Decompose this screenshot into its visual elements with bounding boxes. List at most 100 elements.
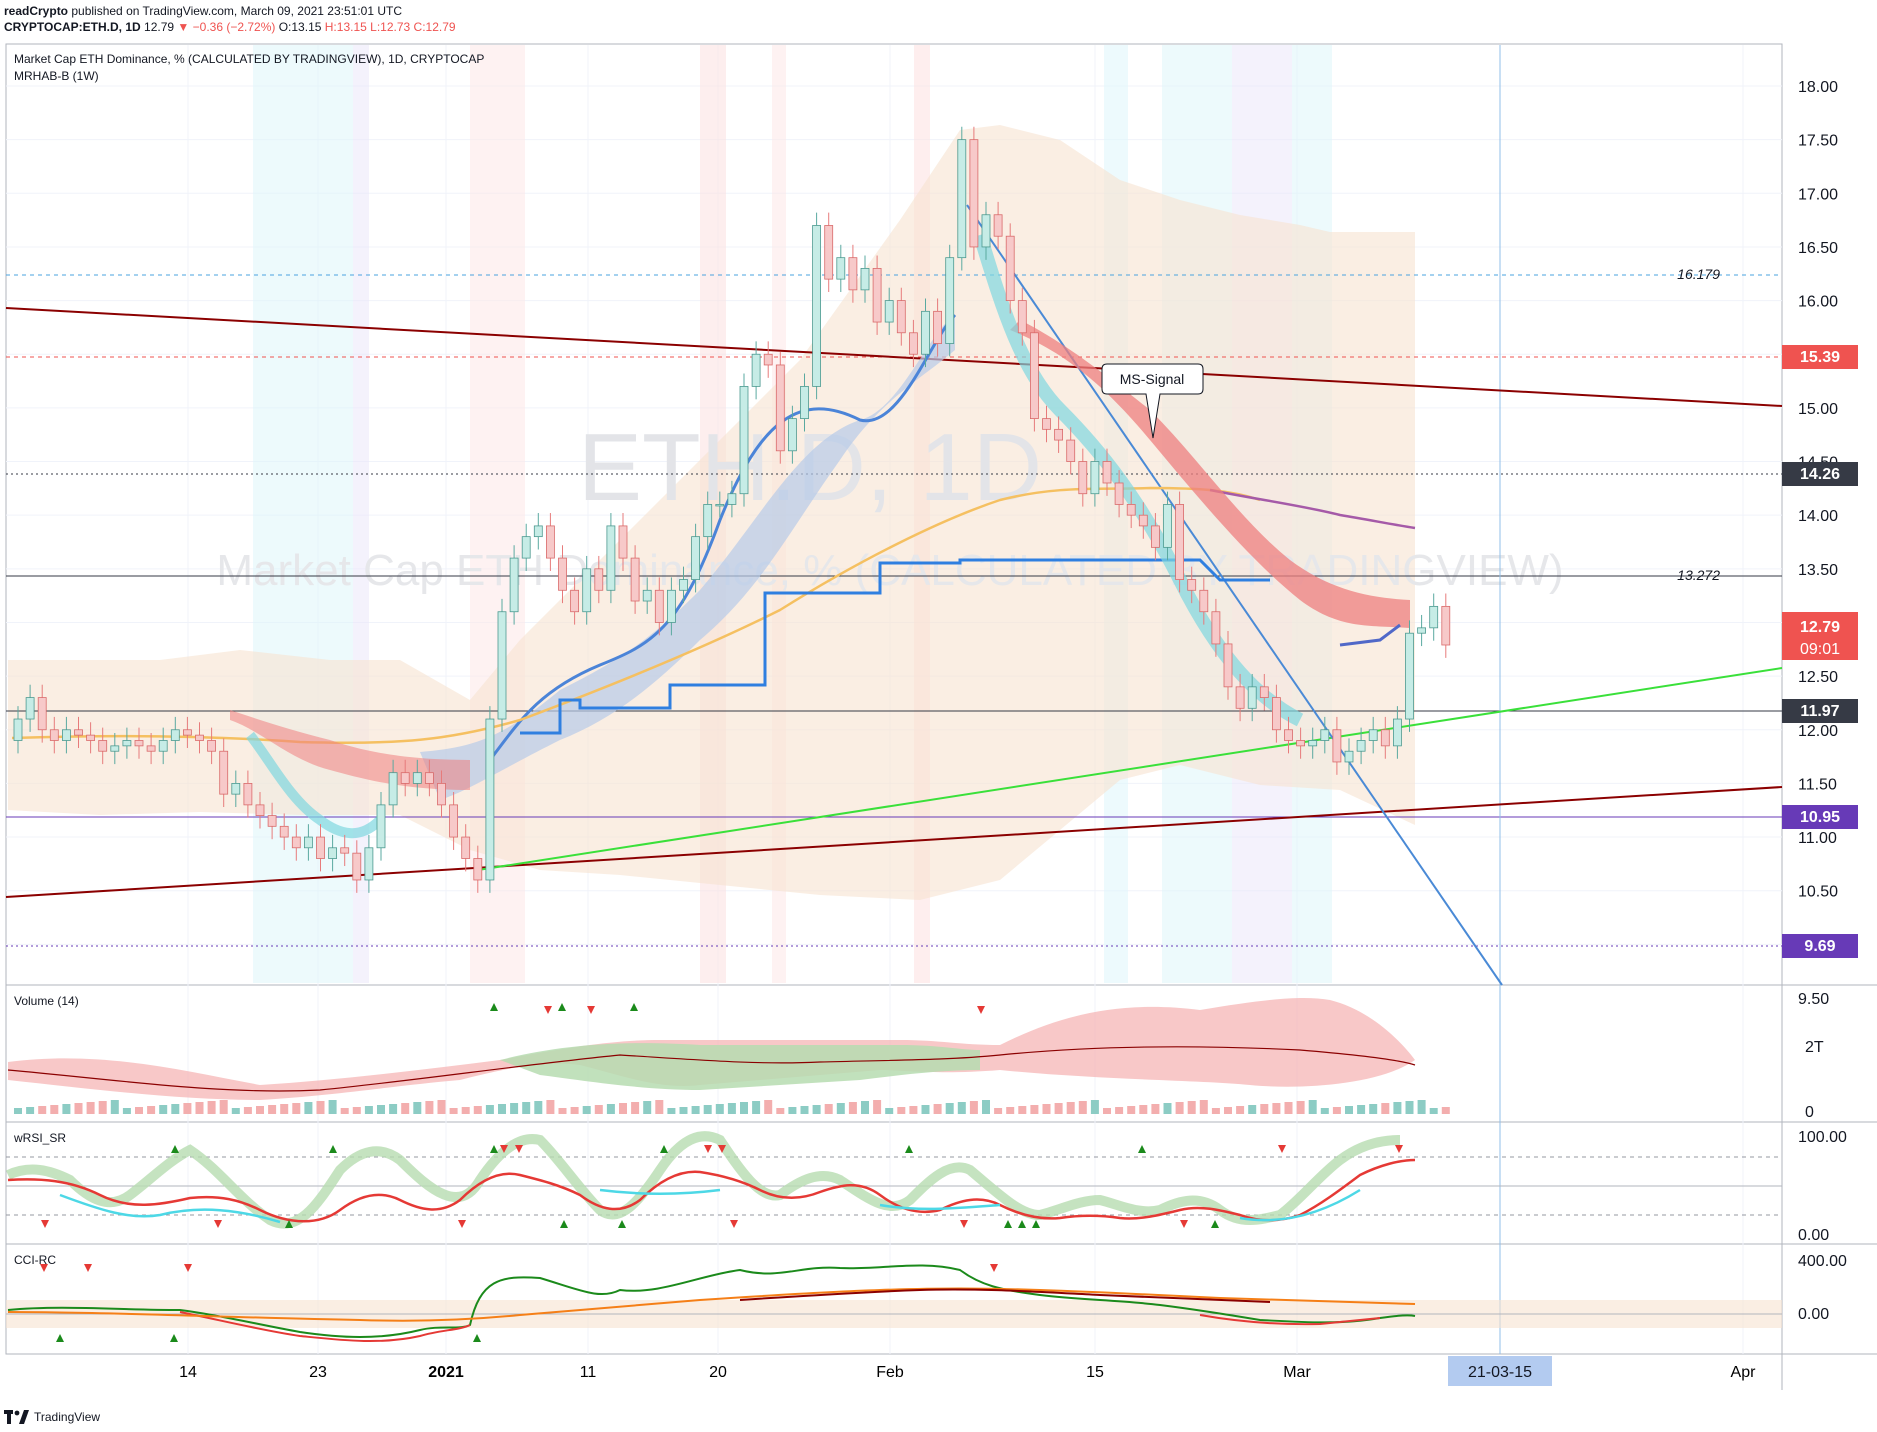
candle[interactable]: [110, 732, 120, 765]
candlestick-series[interactable]: [13, 126, 1451, 893]
legend-title[interactable]: Market Cap ETH Dominance, % (CALCULATED …: [14, 52, 484, 66]
candle[interactable]: [122, 727, 132, 759]
candle[interactable]: [679, 566, 688, 604]
candle[interactable]: [1175, 491, 1184, 593]
footer-brand[interactable]: TradingView: [4, 1410, 100, 1424]
candle[interactable]: [25, 684, 35, 732]
candle[interactable]: [461, 824, 471, 872]
candle[interactable]: [1090, 448, 1100, 507]
candle[interactable]: [364, 834, 374, 893]
candle[interactable]: [1151, 513, 1160, 561]
candle[interactable]: [1380, 716, 1390, 759]
candle[interactable]: [812, 212, 821, 400]
candle[interactable]: [243, 770, 253, 818]
candle[interactable]: [437, 770, 446, 818]
candle[interactable]: [884, 287, 894, 335]
candle[interactable]: [207, 727, 217, 765]
candle[interactable]: [412, 759, 422, 797]
candle[interactable]: [424, 759, 434, 797]
candle[interactable]: [1223, 631, 1233, 700]
candle[interactable]: [1114, 470, 1124, 518]
candle[interactable]: [291, 824, 301, 861]
candle[interactable]: [1102, 448, 1112, 496]
candle[interactable]: [1078, 448, 1088, 507]
candle[interactable]: [195, 722, 204, 754]
candle[interactable]: [800, 373, 809, 432]
candle[interactable]: [933, 298, 942, 357]
trendline-support-green[interactable]: [477, 667, 1783, 871]
candle[interactable]: [1368, 716, 1378, 754]
candle[interactable]: [231, 770, 241, 808]
candle[interactable]: [1417, 614, 1426, 647]
candle[interactable]: [340, 834, 350, 867]
candle[interactable]: [1296, 727, 1305, 759]
candle[interactable]: [521, 523, 531, 571]
candle[interactable]: [352, 840, 362, 893]
candle[interactable]: [1199, 577, 1209, 625]
candle[interactable]: [594, 555, 604, 604]
candle[interactable]: [1356, 727, 1366, 765]
candle[interactable]: [98, 727, 108, 765]
candle[interactable]: [13, 706, 23, 754]
candle[interactable]: [1332, 716, 1342, 775]
candle[interactable]: [449, 791, 459, 850]
candle[interactable]: [570, 577, 579, 625]
candle[interactable]: [751, 341, 761, 400]
wrsi-pane[interactable]: wRSI_SR: [5, 1129, 1847, 1244]
candle[interactable]: [267, 802, 277, 840]
candle[interactable]: [775, 352, 785, 464]
candle[interactable]: [606, 513, 616, 604]
candle[interactable]: [1005, 223, 1015, 314]
candle[interactable]: [788, 405, 797, 464]
candle[interactable]: [473, 845, 483, 893]
candle[interactable]: [715, 491, 725, 518]
candle[interactable]: [49, 716, 59, 754]
candle[interactable]: [1187, 566, 1197, 604]
ms-signal-callout[interactable]: MS-Signal: [1101, 363, 1204, 439]
candle[interactable]: [957, 126, 967, 271]
candle[interactable]: [618, 513, 628, 571]
candle[interactable]: [303, 824, 313, 861]
candle[interactable]: [872, 255, 882, 335]
candle[interactable]: [582, 555, 592, 625]
candle[interactable]: [1138, 502, 1148, 539]
trendline-lower[interactable]: [5, 786, 1783, 898]
candle[interactable]: [182, 716, 192, 749]
candle[interactable]: [1284, 716, 1293, 754]
candle[interactable]: [836, 244, 846, 293]
candle[interactable]: [1272, 684, 1281, 743]
chart-canvas[interactable]: ETH.D, 1D Market Cap ETH Dominance, % (C…: [0, 0, 1877, 1400]
candle[interactable]: [376, 791, 386, 861]
candle[interactable]: [558, 545, 567, 604]
candle[interactable]: [860, 255, 870, 303]
time-axis[interactable]: 14 23 2021 11 20 Feb 15 Mar Apr 21-03-15: [179, 1356, 1756, 1386]
volume-pane[interactable]: Volume (14) 2T 0: [7, 994, 1824, 1121]
candle[interactable]: [969, 126, 979, 260]
candle[interactable]: [921, 298, 930, 368]
candle[interactable]: [848, 244, 858, 303]
candle[interactable]: [727, 480, 737, 518]
cci-pane[interactable]: CCI-RC 400.00 0.00: [6, 1253, 1847, 1343]
candle[interactable]: [62, 716, 71, 754]
candle[interactable]: [1344, 738, 1354, 775]
candle[interactable]: [1441, 593, 1451, 658]
candle[interactable]: [896, 287, 906, 346]
publisher-name[interactable]: readCrypto: [4, 4, 69, 18]
candle[interactable]: [74, 716, 83, 749]
candle[interactable]: [630, 545, 640, 614]
candle[interactable]: [667, 577, 676, 636]
candle[interactable]: [739, 373, 749, 507]
candle[interactable]: [1429, 593, 1439, 641]
candle[interactable]: [170, 716, 180, 754]
candle[interactable]: [158, 727, 168, 765]
candle[interactable]: [1066, 427, 1076, 475]
candle[interactable]: [1320, 716, 1330, 754]
candle[interactable]: [388, 759, 398, 818]
trendline-upper[interactable]: [5, 307, 1783, 407]
candle[interactable]: [1247, 673, 1257, 722]
candle[interactable]: [37, 684, 47, 743]
candle[interactable]: [509, 545, 519, 625]
candle[interactable]: [316, 824, 325, 872]
candle[interactable]: [134, 727, 144, 759]
candle[interactable]: [763, 341, 773, 378]
